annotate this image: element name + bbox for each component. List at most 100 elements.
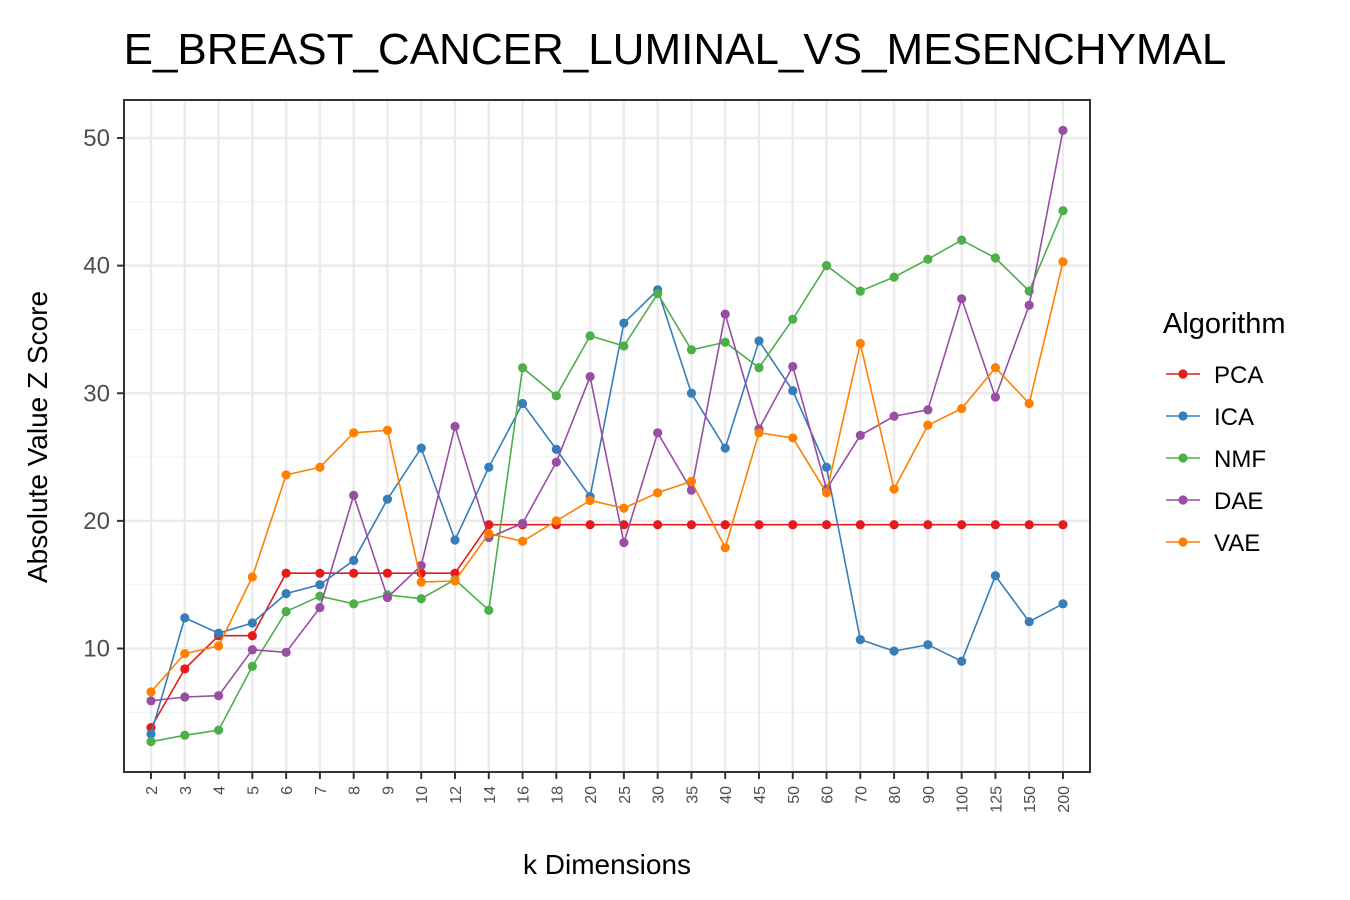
x-tick-label: 9 bbox=[380, 786, 397, 795]
data-point bbox=[889, 646, 899, 656]
data-point bbox=[213, 641, 224, 651]
data-point bbox=[1024, 398, 1034, 409]
data-point bbox=[990, 571, 1001, 581]
data-point bbox=[213, 628, 224, 638]
data-point bbox=[990, 253, 1001, 263]
data-point bbox=[788, 433, 798, 443]
data-point bbox=[1058, 520, 1068, 530]
data-point bbox=[180, 613, 190, 623]
data-point bbox=[923, 640, 933, 650]
data-point bbox=[247, 645, 257, 655]
data-point bbox=[484, 529, 494, 539]
legend-label: PCA bbox=[1214, 362, 1263, 389]
data-point bbox=[619, 341, 629, 351]
data-point bbox=[517, 363, 528, 373]
data-point bbox=[247, 631, 257, 641]
data-point bbox=[1024, 617, 1034, 627]
data-point bbox=[754, 336, 764, 346]
x-tick-label: 200 bbox=[1056, 786, 1073, 813]
x-tick-label: 12 bbox=[448, 786, 465, 804]
data-point bbox=[957, 403, 967, 414]
x-tick-label: 8 bbox=[347, 786, 364, 795]
data-point bbox=[821, 488, 832, 498]
x-tick-label: 70 bbox=[853, 786, 870, 804]
data-point bbox=[754, 428, 764, 438]
data-point bbox=[382, 494, 393, 504]
data-point bbox=[146, 696, 156, 706]
data-point bbox=[484, 605, 494, 615]
x-tick-label: 30 bbox=[651, 786, 668, 804]
x-axis: 2 3 4 5 6 7 8 9 10 12 14 16 18 20 25 30 35 40 45 50 60 70 80 90… bbox=[144, 772, 1073, 813]
data-point bbox=[585, 495, 595, 506]
data-point bbox=[450, 568, 460, 578]
data-point bbox=[990, 520, 1001, 530]
data-point bbox=[1058, 599, 1068, 609]
data-point bbox=[247, 618, 257, 628]
data-point bbox=[281, 568, 291, 578]
data-point bbox=[788, 361, 798, 372]
data-point bbox=[821, 261, 832, 271]
data-point bbox=[281, 470, 291, 480]
legend-label: DAE bbox=[1214, 488, 1263, 515]
data-point bbox=[957, 294, 967, 304]
x-tick-label: 80 bbox=[887, 786, 904, 804]
data-point bbox=[788, 386, 798, 396]
data-point bbox=[686, 388, 697, 398]
x-tick-label: 125 bbox=[988, 786, 1005, 813]
series-line bbox=[150, 261, 1064, 693]
legend-label: VAE bbox=[1214, 530, 1260, 557]
x-tick-label: 18 bbox=[549, 786, 566, 804]
data-point bbox=[349, 555, 359, 566]
data-point bbox=[585, 331, 595, 341]
data-point bbox=[247, 661, 257, 671]
x-tick-label: 100 bbox=[955, 786, 972, 813]
data-point bbox=[146, 737, 156, 747]
data-point bbox=[517, 536, 528, 546]
data-point bbox=[551, 391, 561, 401]
data-point bbox=[382, 592, 393, 603]
data-point bbox=[923, 520, 933, 530]
data-point bbox=[180, 664, 190, 674]
legend-label: ICA bbox=[1214, 404, 1254, 431]
legend-key-point bbox=[1178, 369, 1188, 379]
data-point bbox=[180, 649, 190, 659]
x-tick-label: 35 bbox=[684, 786, 701, 804]
data-point bbox=[585, 520, 595, 530]
data-point bbox=[382, 568, 393, 578]
data-point bbox=[315, 603, 325, 613]
data-point bbox=[754, 363, 764, 373]
series-vae bbox=[146, 257, 1068, 697]
data-point bbox=[349, 490, 359, 500]
data-point bbox=[213, 691, 224, 701]
data-point bbox=[1058, 206, 1068, 216]
data-point bbox=[416, 594, 426, 604]
data-point bbox=[281, 647, 291, 657]
data-point bbox=[619, 318, 629, 328]
legend-item-pca: PCA bbox=[1166, 362, 1263, 389]
x-tick-label: 4 bbox=[212, 786, 229, 795]
x-tick-label: 7 bbox=[313, 786, 330, 795]
data-point bbox=[382, 425, 393, 435]
data-point bbox=[315, 462, 325, 472]
data-point bbox=[180, 730, 190, 740]
data-point bbox=[653, 520, 663, 530]
data-point bbox=[855, 338, 865, 349]
series-dae bbox=[146, 125, 1068, 706]
data-point bbox=[720, 520, 730, 530]
x-tick-label: 16 bbox=[516, 786, 533, 804]
data-point bbox=[585, 372, 595, 382]
data-point bbox=[957, 235, 967, 245]
data-point bbox=[484, 462, 494, 472]
data-point bbox=[146, 687, 156, 697]
data-point bbox=[281, 589, 291, 599]
legend: Algorithm PCA ICA NMF DAE VAE bbox=[1163, 308, 1286, 557]
x-axis-label: k Dimensions bbox=[523, 849, 691, 880]
x-tick-label: 50 bbox=[786, 786, 803, 804]
data-point bbox=[517, 518, 528, 529]
data-point bbox=[754, 520, 764, 530]
x-tick-label: 25 bbox=[617, 786, 634, 804]
data-point bbox=[450, 576, 460, 586]
data-point bbox=[855, 520, 865, 530]
legend-item-nmf: NMF bbox=[1166, 446, 1266, 473]
data-point bbox=[619, 520, 629, 530]
